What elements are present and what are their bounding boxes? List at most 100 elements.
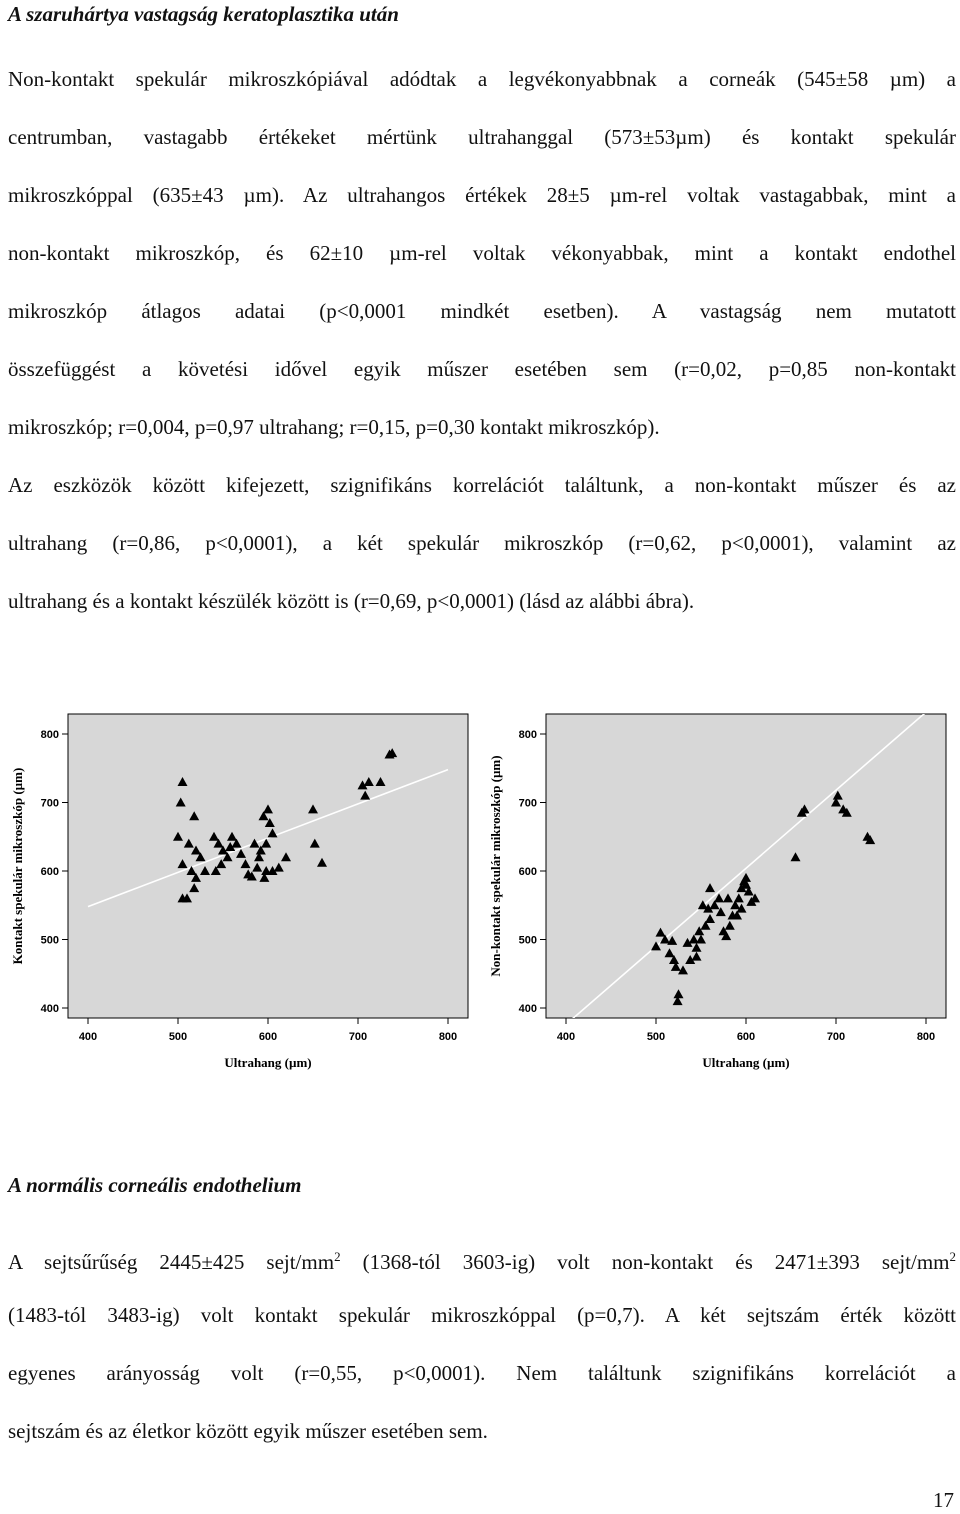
data-point: [672, 996, 683, 1006]
data-point: [309, 838, 320, 848]
data-point: [183, 838, 194, 848]
y-tick-label: 500: [519, 935, 537, 947]
x-tick-label: 600: [737, 1031, 755, 1043]
data-point: [736, 883, 747, 893]
data-point: [261, 838, 272, 848]
page-number: 17: [933, 1488, 954, 1512]
text-line: sejtszám és az életkor között egyik műsz…: [8, 1419, 488, 1443]
y-tick-label: 800: [519, 729, 537, 741]
data-point: [673, 989, 684, 999]
data-point: [655, 927, 666, 937]
data-point: [177, 859, 188, 869]
plot-area: [545, 713, 947, 1019]
text-fragment: A sejtsűrűség 2445±425 sejt/mm: [8, 1250, 335, 1274]
text-line: összefüggést a követési idővel egyik műs…: [8, 357, 956, 381]
data-point: [189, 811, 200, 821]
x-tick-label: 800: [439, 1031, 457, 1043]
data-point: [210, 866, 221, 875]
data-point: [246, 871, 257, 881]
text-line: ultrahang (r=0,86, p<0,0001), a két spek…: [8, 531, 956, 555]
x-axis-label: Ultrahang (µm): [224, 1055, 311, 1070]
data-point: [173, 831, 183, 841]
data-point: [715, 907, 726, 917]
text-line: egyenes arányosság volt (r=0,55, p<0,000…: [8, 1361, 956, 1385]
x-tick-label: 500: [647, 1031, 665, 1043]
text-line: centrumban, vastagabb értékeket mértünk …: [8, 125, 956, 149]
data-point: [231, 838, 242, 848]
text-line: ultrahang és a kontakt készülék között i…: [8, 589, 695, 613]
data-point: [254, 852, 264, 862]
data-point: [700, 920, 711, 930]
text-line: mikroszkóp átlagos adatai (p<0,0001 mind…: [8, 299, 956, 323]
data-point: [790, 852, 801, 862]
y-tick-label: 600: [519, 866, 537, 878]
data-point: [175, 797, 186, 807]
text-line: mikroszkóp; r=0,004, p=0,97 ultrahang; r…: [8, 415, 660, 439]
text-line: Non-kontakt spekulár mikroszkópiával adó…: [8, 67, 956, 91]
data-point: [252, 862, 263, 872]
data-point: [733, 893, 744, 903]
data-point: [697, 900, 708, 910]
data-point: [682, 937, 693, 947]
data-point: [670, 961, 681, 971]
data-point: [705, 913, 715, 923]
paragraph-thickness: Non-kontakt spekulár mikroszkópiával adó…: [8, 50, 956, 630]
data-point: [741, 872, 751, 882]
x-tick-label: 400: [79, 1031, 97, 1043]
x-tick-label: 600: [259, 1031, 277, 1043]
data-point: [249, 838, 260, 848]
x-tick-label: 700: [349, 1031, 367, 1043]
text-line: Az eszközök között kifejezett, szignifik…: [8, 473, 956, 497]
data-point: [732, 910, 742, 920]
data-point: [714, 893, 724, 903]
data-point: [721, 931, 732, 941]
data-point: [213, 838, 224, 848]
chart-svg: 400 500 600 700 800 400 500 600 700 800 Ultrahang …: [10, 713, 469, 1070]
x-tick-label: 700: [827, 1031, 845, 1043]
data-point: [186, 866, 197, 875]
data-point: [660, 934, 670, 944]
text-line: non-kontakt mikroszkóp, és 62±10 µm-rel …: [8, 241, 956, 265]
scatter-chart-contact-vs-ultrasound: 400 500 600 700 800 400 500 600 700 800 Ultrahang …: [0, 700, 470, 1085]
data-point: [258, 811, 269, 821]
y-axis-label: Non-kontakt spekulár mikroszkóp (µm): [488, 755, 503, 976]
data-point: [255, 845, 266, 855]
data-point: [200, 866, 210, 875]
scatter-chart-noncontact-vs-ultrasound: 400 500 600 700 800 400 500 600 700 800 Ultrahang …: [478, 700, 948, 1085]
data-point: [267, 866, 278, 875]
data-point: [360, 790, 371, 800]
data-point: [669, 955, 679, 965]
data-point: [177, 893, 188, 903]
text-line: mikroszkóppal (635±43 µm). Az ultrahango…: [8, 183, 956, 207]
paragraph-endothelium: A sejtsűrűség 2445±425 sejt/mm2 (1368-tó…: [8, 1228, 956, 1460]
y-tick-label: 400: [41, 1003, 59, 1015]
regression-line: [87, 768, 449, 908]
data-point: [664, 948, 675, 958]
text-line: (1483-tól 3483-ig) volt kontakt spekulár…: [8, 1303, 956, 1327]
data-point: [191, 845, 201, 855]
data-point: [736, 903, 747, 913]
data-point: [799, 804, 810, 814]
y-axis-label: Kontakt spekulár mikroszkóp (µm): [10, 768, 25, 965]
data-point: [177, 776, 188, 786]
data-point: [696, 934, 706, 944]
x-tick-label: 800: [917, 1031, 935, 1043]
data-point: [240, 859, 251, 869]
data-point: [189, 883, 200, 893]
text-line: A sejtsűrűség 2445±425 sejt/mm2 (1368-tó…: [8, 1228, 956, 1286]
data-point: [688, 934, 699, 944]
data-point: [709, 900, 720, 910]
data-point: [317, 857, 327, 867]
section-heading-endothelium: A normális corneális endothelium: [8, 1173, 302, 1197]
data-point: [357, 780, 368, 790]
x-tick-label: 400: [557, 1031, 575, 1043]
x-axis-label: Ultrahang (µm): [702, 1055, 789, 1070]
data-point: [263, 804, 273, 814]
data-point: [691, 951, 702, 961]
data-point: [841, 807, 852, 817]
superscript: 2: [334, 1249, 341, 1264]
data-point: [259, 872, 270, 882]
data-point: [730, 900, 741, 910]
data-point: [195, 852, 206, 862]
regression-line: [572, 714, 926, 1018]
